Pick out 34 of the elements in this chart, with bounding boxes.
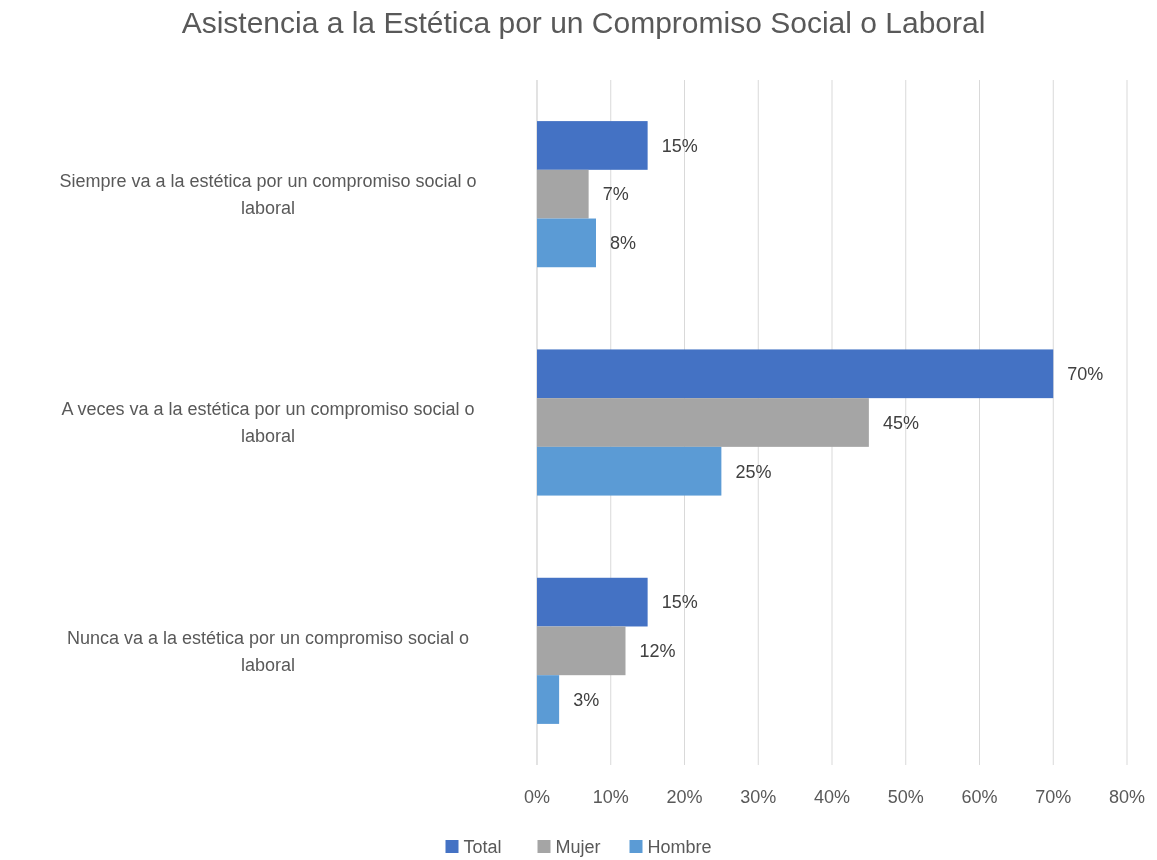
data-label: 25%: [735, 461, 772, 482]
bar: [537, 349, 1054, 399]
bar: [537, 446, 722, 496]
x-tick-label: 80%: [1108, 787, 1146, 808]
legend-label: Total: [463, 837, 502, 858]
data-label: 8%: [610, 233, 637, 254]
x-tick-label: 50%: [887, 787, 924, 808]
bar: [537, 169, 589, 219]
bar: [537, 675, 560, 724]
x-tick-label: 60%: [961, 787, 998, 808]
data-label: 3%: [573, 689, 600, 710]
data-label: 70%: [1067, 364, 1104, 385]
x-tick-label: 0%: [523, 787, 551, 808]
x-tick-label: 30%: [740, 787, 777, 808]
bar: [537, 577, 648, 627]
legend-label: Hombre: [647, 837, 712, 858]
y-tick-label: Siempre va a la estética por un compromiso social o laboral: [59, 170, 477, 218]
bar: [537, 626, 626, 676]
chart-title: Asistencia a la Estética por un Compromiso Social o Laboral: [181, 6, 986, 39]
y-tick-label: A veces va a la estética por un compromiso social o laboral: [61, 399, 475, 447]
legend-label: Mujer: [555, 837, 601, 858]
bar: [537, 218, 596, 268]
bar: [537, 398, 869, 447]
x-tick-label: 40%: [813, 787, 851, 808]
x-tick-label: 10%: [592, 787, 629, 808]
data-label: 45%: [882, 412, 919, 433]
data-label: 12%: [639, 641, 676, 662]
x-tick-label: 70%: [1035, 787, 1072, 808]
y-tick-label: Nunca va a la estética por un compromiso social o laboral: [66, 627, 470, 675]
data-label: 15%: [661, 592, 698, 613]
bar: [537, 121, 648, 170]
data-label: 7%: [602, 184, 629, 205]
x-tick-label: 20%: [666, 787, 703, 808]
data-label: 15%: [661, 135, 698, 156]
